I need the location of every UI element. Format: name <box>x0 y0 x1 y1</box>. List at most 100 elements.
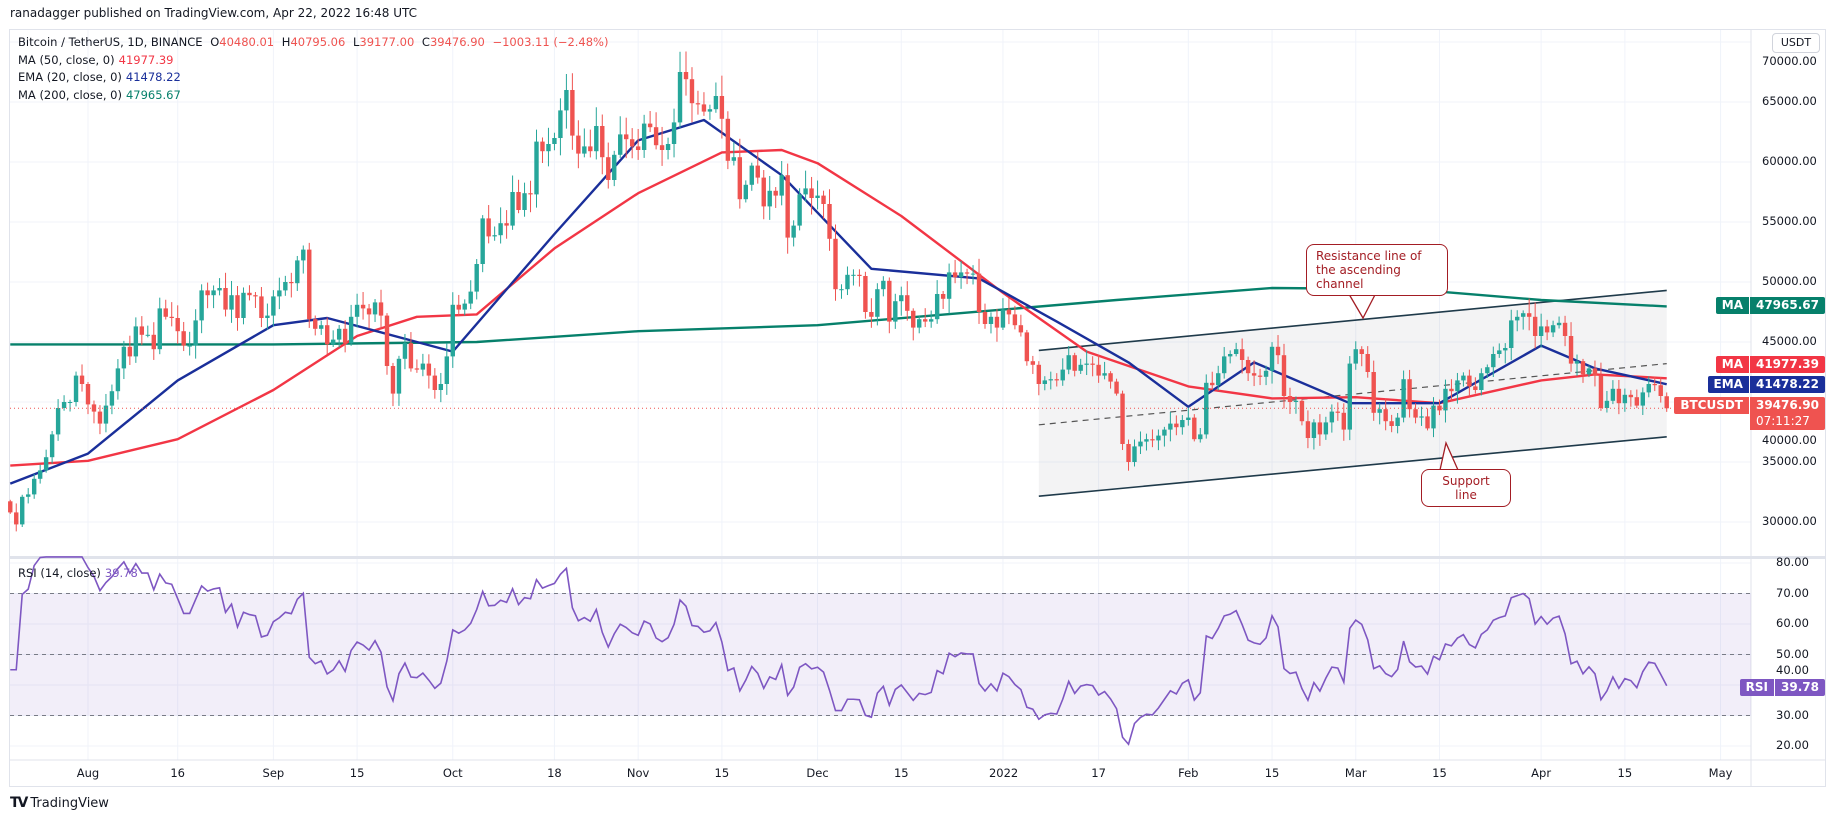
candle-body <box>115 368 121 392</box>
candle <box>1323 416 1329 440</box>
candle-body <box>1090 363 1095 365</box>
candle-body <box>1317 422 1323 435</box>
candle-body <box>1084 363 1089 365</box>
candle-body <box>1634 397 1640 406</box>
candle-body <box>354 304 360 317</box>
candle-body <box>970 273 976 275</box>
candle-body <box>139 326 145 335</box>
price-tick-label: 40000.00 <box>1762 433 1817 447</box>
footer-brand[interactable]: TV TradingView <box>10 795 109 811</box>
candle <box>827 189 832 251</box>
time-tick-label: Nov <box>626 766 650 780</box>
candle <box>665 137 671 160</box>
candle-body <box>653 127 659 146</box>
candle-body <box>1257 375 1263 377</box>
candle-body <box>546 144 551 152</box>
candle <box>982 303 988 329</box>
time-tick-label: Dec <box>806 766 829 780</box>
candle-body <box>205 290 210 296</box>
rsi-tick-label: 30.00 <box>1776 707 1809 722</box>
candle-body <box>809 188 814 198</box>
support-callout[interactable]: Support line <box>1421 469 1511 507</box>
candle-body <box>1233 349 1239 354</box>
candle <box>1592 360 1598 387</box>
change-value: −1003.11 (−2.48%) <box>492 35 609 49</box>
candle <box>1497 343 1502 358</box>
candle-body <box>516 192 521 210</box>
candle-body <box>522 193 527 210</box>
time-tick-label: May <box>1708 766 1733 780</box>
candle-body <box>857 274 862 276</box>
legend-rsi[interactable]: RSI (14, close) 39.78 <box>18 566 142 580</box>
candle <box>1383 398 1388 431</box>
candle-body <box>1108 373 1113 382</box>
candle <box>1036 361 1042 396</box>
candle-body <box>923 319 928 322</box>
ma50-price-tag: MA 41977.39 <box>1715 356 1825 373</box>
candle <box>600 114 605 175</box>
candle <box>1054 373 1059 387</box>
candle <box>1550 320 1556 338</box>
candle <box>277 277 282 310</box>
candle <box>624 117 629 159</box>
candle-body <box>241 292 246 318</box>
resistance-callout[interactable]: Resistance line of the ascending channel <box>1306 244 1448 296</box>
candle <box>594 107 599 160</box>
candle-body <box>8 501 13 513</box>
time-tick-label: 2022 <box>988 766 1019 780</box>
candle <box>1604 390 1610 413</box>
candle-body <box>157 308 162 350</box>
candle <box>384 313 390 375</box>
ma50-tag-value: 41977.39 <box>1749 356 1825 373</box>
candle <box>480 215 485 273</box>
ascending-channel <box>1038 289 1667 497</box>
legend-ma200[interactable]: MA (200, close, 0) 47965.67 <box>18 88 185 102</box>
candle <box>1090 356 1095 377</box>
rsi-tick-label: 20.00 <box>1776 738 1809 752</box>
time-tick-label: Mar <box>1344 766 1367 780</box>
rsi-tick-label: 80.00 <box>1776 555 1809 569</box>
candle-body <box>1000 309 1006 328</box>
candle-body <box>964 272 970 274</box>
candle <box>516 179 521 214</box>
candle <box>49 430 55 464</box>
candle-body <box>97 411 103 424</box>
legend-ema20[interactable]: EMA (20, close, 0) 41478.22 <box>18 70 185 84</box>
candle <box>187 331 192 356</box>
candle-body <box>181 331 186 346</box>
candle-body <box>803 188 808 195</box>
candle-body <box>91 404 97 412</box>
candle <box>378 289 384 329</box>
candle-body <box>1036 364 1042 384</box>
candle-body <box>1042 380 1047 384</box>
candle <box>833 224 838 301</box>
symbol-name[interactable]: Bitcoin / TetherUS, 1D, BINANCE <box>18 35 203 49</box>
candle <box>1431 397 1436 438</box>
candle <box>1347 356 1352 441</box>
candle-body <box>396 358 402 394</box>
candle-body <box>1054 379 1059 381</box>
candle-body <box>289 282 294 284</box>
candle-body <box>791 225 796 238</box>
candle <box>803 170 808 202</box>
candle <box>905 281 910 321</box>
candle <box>456 294 461 317</box>
currency-button[interactable]: USDT <box>1772 33 1820 53</box>
candle <box>1568 322 1574 372</box>
candle <box>707 104 713 120</box>
candle <box>988 312 994 334</box>
candle <box>253 292 258 308</box>
candle <box>1544 319 1550 341</box>
candle <box>713 82 719 113</box>
candle-body <box>444 356 449 384</box>
legend-ma50[interactable]: MA (50, close, 0) 41977.39 <box>18 53 178 67</box>
candle-body <box>55 408 61 435</box>
ema20-value: 41478.22 <box>125 70 181 84</box>
time-tick-label: Oct <box>442 766 463 780</box>
candle <box>432 368 438 399</box>
candle <box>31 473 37 499</box>
candle-body <box>1096 364 1101 376</box>
candle-body <box>1443 388 1448 411</box>
candle <box>1287 387 1293 414</box>
